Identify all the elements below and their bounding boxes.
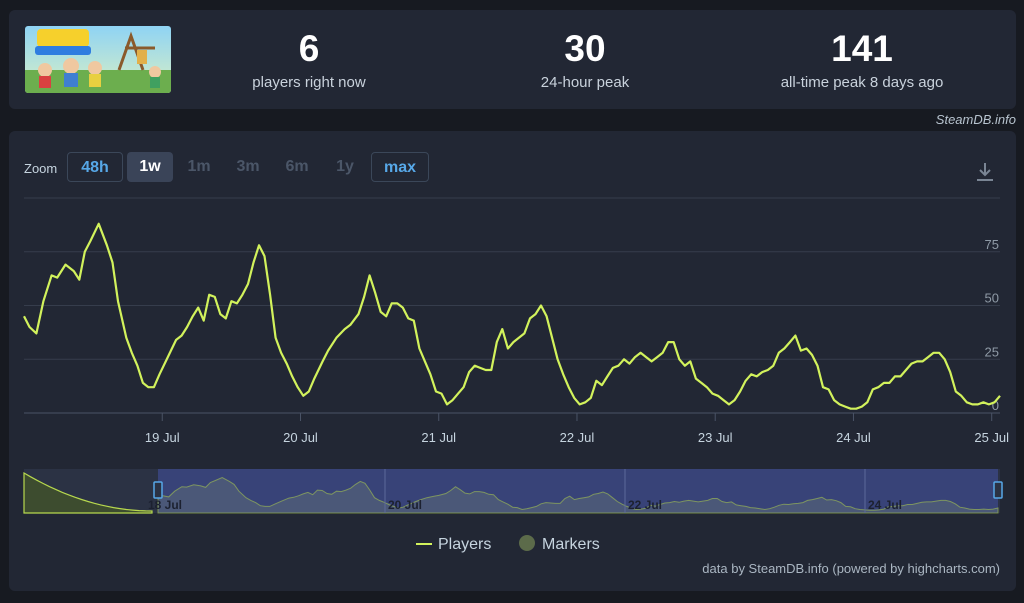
series-players-line <box>23 222 1001 410</box>
chart-panel: Zoom 48h 1w 1m 3m 6m 1y max data by Stea… <box>9 131 1016 591</box>
zoom-48h-button[interactable]: 48h <box>67 152 123 182</box>
navigator-tick-label-0: 18 Jul <box>148 498 182 512</box>
y-tick-label-0: 0 <box>992 398 999 413</box>
navigator-handle-left[interactable] <box>153 481 163 499</box>
zoom-1y-button[interactable]: 1y <box>336 158 354 175</box>
stat-all-time-peak: 141 all-time peak 8 days ago <box>732 28 992 91</box>
x-tick-label-6: 25 Jul <box>974 430 1009 445</box>
download-icon[interactable] <box>974 161 996 183</box>
x-tick-label-0: 19 Jul <box>145 430 180 445</box>
y-tick-label-25: 25 <box>985 344 999 359</box>
navigator-history-area <box>23 471 153 514</box>
players-now-value: 6 <box>298 28 320 69</box>
navigator-tick-label-2: 22 Jul <box>628 498 662 512</box>
zoom-1m-button[interactable]: 1m <box>187 158 211 175</box>
x-axis-ticks: 19 Jul 20 Jul 21 Jul 22 Jul 23 Jul 24 Jul 25 J… <box>145 413 1009 445</box>
x-tick-label-3: 22 Jul <box>560 430 595 445</box>
x-tick-label-2: 21 Jul <box>421 430 456 445</box>
navigator-handle-right[interactable] <box>993 481 1003 499</box>
stat-players-now: 6 players right now <box>179 28 439 91</box>
zoom-1w-button[interactable]: 1w <box>127 152 173 182</box>
x-tick-label-4: 23 Jul <box>698 430 733 445</box>
chart-legend: Players Markers <box>416 535 600 553</box>
y-tick-label-50: 50 <box>985 291 999 306</box>
peak-24h-value: 30 <box>564 28 606 69</box>
game-thumbnail-image <box>25 26 171 93</box>
chart-gridlines <box>24 197 1000 414</box>
zoom-max-button[interactable]: max <box>371 152 429 182</box>
y-tick-label-75: 75 <box>985 237 999 252</box>
x-tick-label-1: 20 Jul <box>283 430 318 445</box>
players-now-label: players right now <box>252 74 366 91</box>
legend-markers-label: Markers <box>542 536 600 553</box>
peak-24h-label: 24-hour peak <box>540 74 630 91</box>
stats-panel: 6 players right now 30 24-hour peak 141 … <box>9 10 1016 109</box>
legend-players-label: Players <box>438 536 491 553</box>
navigator: 18 Jul 20 Jul 22 Jul 24 Jul <box>23 469 1003 514</box>
x-tick-label-5: 24 Jul <box>836 430 871 445</box>
zoom-6m-button[interactable]: 6m <box>285 158 309 175</box>
legend-markers-symbol <box>519 535 535 551</box>
zoom-3m-button[interactable]: 3m <box>236 158 260 175</box>
all-time-peak-label: all-time peak 8 days ago <box>780 74 944 91</box>
all-time-peak-value: 141 <box>831 28 893 69</box>
navigator-series-area <box>157 477 999 514</box>
navigator-tick-label-3: 24 Jul <box>868 498 902 512</box>
footer-credit[interactable]: data by SteamDB.info (powered by highcha… <box>702 561 1000 576</box>
zoom-label: Zoom <box>24 161 58 176</box>
navigator-tick-label-1: 20 Jul <box>388 498 422 512</box>
stat-24h-peak: 30 24-hour peak <box>455 28 715 91</box>
game-thumbnail[interactable] <box>25 26 171 93</box>
y-axis-ticks: 0 25 50 75 <box>985 237 999 413</box>
steamdb-credit[interactable]: SteamDB.info <box>935 112 1016 127</box>
